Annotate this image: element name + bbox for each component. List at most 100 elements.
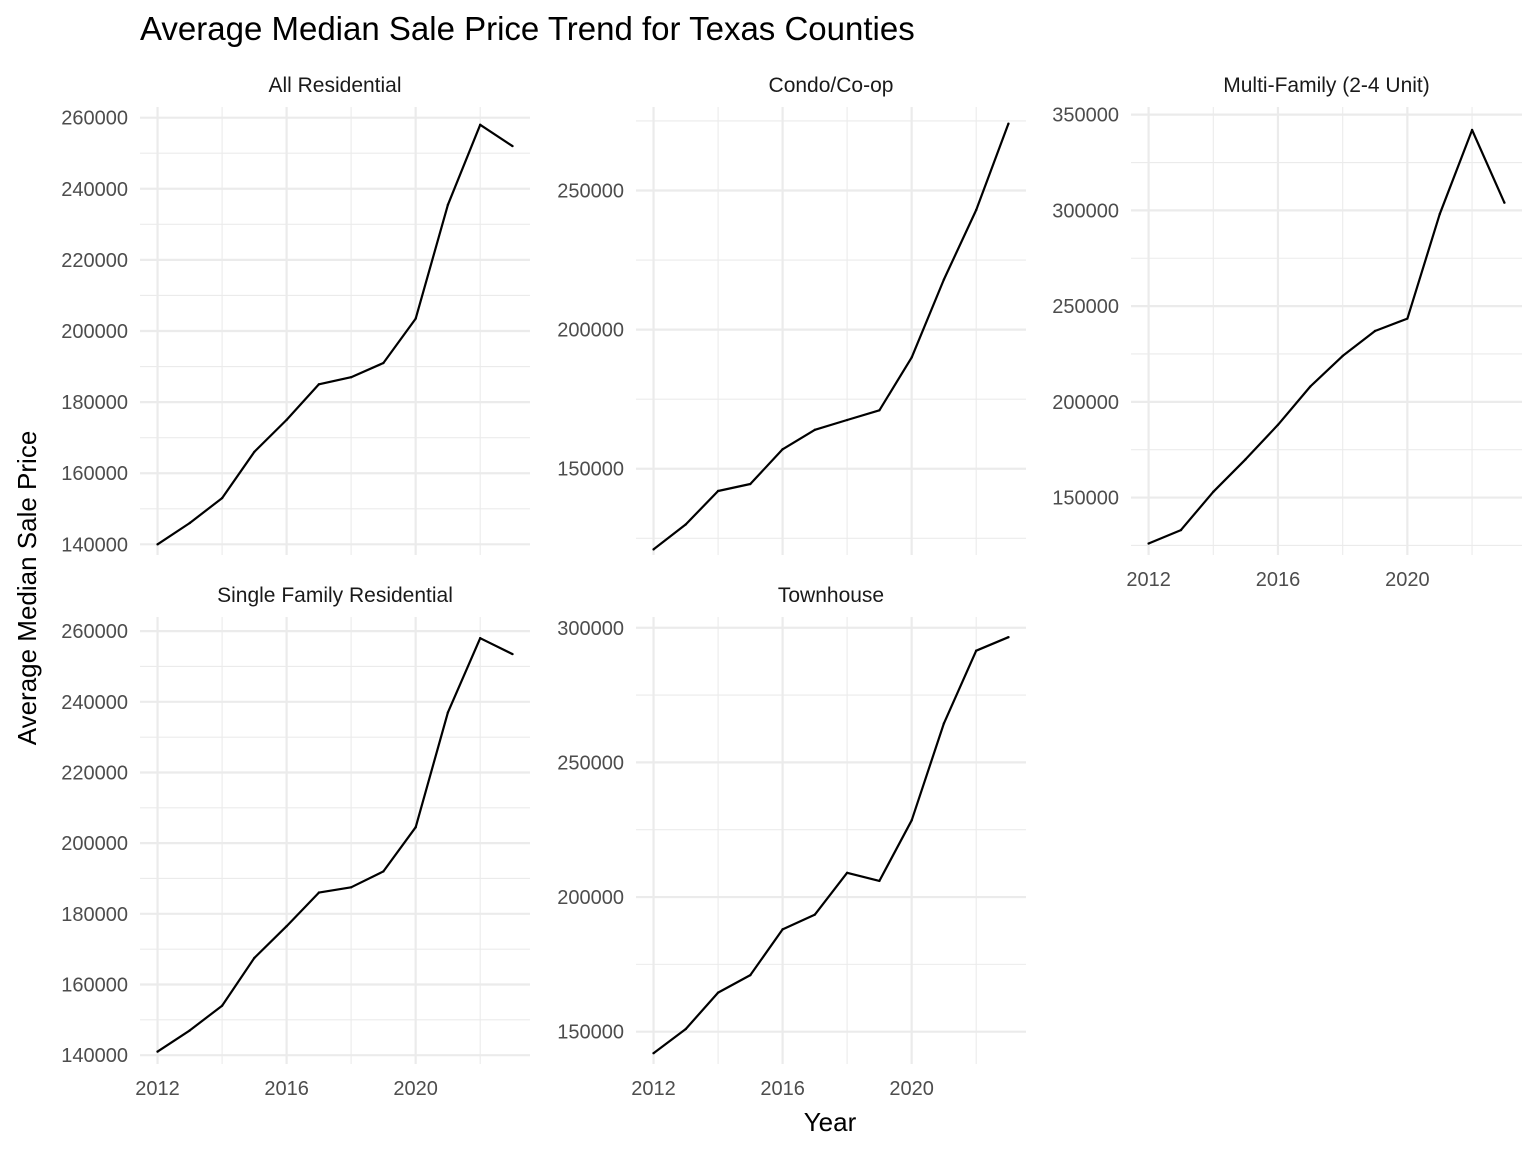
data-point: [813, 913, 817, 916]
data-point: [1147, 542, 1150, 545]
panel-title: Townhouse: [778, 584, 884, 607]
x-tick-label: 2016: [264, 1078, 309, 1100]
panel: 140000 160000 180000 200000 220000 240000 2600…: [61, 584, 530, 1100]
data-point: [749, 482, 752, 486]
x-tick-label: 2020: [889, 1078, 934, 1100]
data-point: [974, 208, 978, 212]
data-point: [188, 1029, 192, 1032]
data-point: [220, 1004, 224, 1007]
x-tick-label: 2020: [1385, 569, 1430, 591]
panel-title: All Residential: [268, 74, 401, 97]
y-tick-label: 260000: [61, 108, 128, 130]
data-point: [478, 123, 482, 126]
data-point: [285, 418, 288, 422]
panels-group: 140000 160000 180000 200000 220000 240000 2600…: [61, 74, 1522, 1100]
series-line: [652, 123, 1010, 551]
data-point: [511, 144, 514, 148]
panel: 140000 160000 180000 200000 220000 240000 2600…: [61, 74, 530, 556]
data-point: [414, 826, 417, 829]
data-point: [684, 523, 688, 526]
data-point: [1503, 201, 1506, 204]
data-point: [845, 871, 849, 875]
series-line: [1148, 128, 1506, 545]
data-point: [974, 649, 978, 652]
data-point: [1276, 423, 1280, 427]
data-point: [845, 418, 849, 422]
chart-title: Average Median Sale Price Trend for Texa…: [140, 10, 915, 47]
x-tick-label: 2020: [393, 1078, 438, 1100]
data-point: [1470, 128, 1474, 132]
y-tick-label: 350000: [1052, 105, 1119, 127]
y-tick-label: 260000: [61, 621, 128, 643]
data-point: [253, 956, 256, 960]
data-point: [446, 203, 450, 206]
data-point: [878, 409, 881, 412]
data-point: [749, 973, 752, 977]
data-point: [942, 278, 946, 281]
data-point: [1007, 122, 1010, 125]
y-tick-label: 180000: [61, 392, 128, 414]
data-point: [414, 317, 417, 320]
y-tick-label: 220000: [61, 250, 128, 272]
data-point: [942, 722, 946, 725]
y-tick-label: 240000: [61, 179, 128, 201]
y-tick-label: 250000: [557, 752, 624, 774]
data-point: [253, 450, 256, 454]
y-tick-label: 200000: [557, 320, 624, 342]
data-point: [910, 356, 913, 359]
y-tick-label: 250000: [557, 180, 624, 202]
data-point: [349, 376, 353, 379]
data-point: [716, 489, 720, 493]
y-tick-label: 150000: [557, 1022, 624, 1044]
panel-title: Single Family Residential: [217, 584, 453, 607]
series-line: [156, 637, 513, 1053]
panel: 150000 200000 250000 Condo/Co-op: [557, 74, 1026, 555]
x-tick-label: 2016: [1256, 569, 1301, 591]
data-point: [382, 361, 385, 365]
y-tick-label: 180000: [61, 904, 128, 926]
y-tick-label: 160000: [61, 974, 128, 996]
y-tick-label: 300000: [557, 618, 624, 640]
data-point: [716, 991, 720, 994]
y-tick-label: 160000: [61, 463, 128, 485]
series-line: [652, 636, 1009, 1055]
data-point: [1212, 490, 1215, 494]
y-tick-label: 140000: [61, 534, 128, 556]
data-point: [878, 879, 881, 883]
y-tick-label: 150000: [1052, 488, 1119, 510]
data-point: [1406, 317, 1409, 320]
x-tick-label: 2012: [135, 1078, 180, 1100]
y-tick-label: 300000: [1052, 200, 1119, 222]
panel: 150000 200000 250000 300000 2012 2016 2020 Town…: [557, 584, 1026, 1100]
data-point: [188, 521, 192, 525]
data-point: [382, 870, 385, 873]
data-point: [1309, 385, 1312, 388]
data-point: [156, 543, 159, 546]
y-tick-label: 200000: [557, 887, 624, 909]
data-point: [285, 924, 288, 928]
data-point: [1438, 213, 1441, 216]
data-point: [813, 428, 817, 431]
data-point: [1373, 329, 1377, 333]
data-point: [317, 891, 321, 894]
panel-title: Multi-Family (2-4 Unit): [1223, 74, 1430, 97]
y-tick-label: 150000: [557, 459, 624, 481]
data-point: [156, 1050, 159, 1053]
data-point: [446, 711, 450, 714]
y-tick-label: 140000: [61, 1045, 128, 1067]
data-point: [910, 819, 913, 822]
y-tick-label: 200000: [61, 833, 128, 855]
data-point: [652, 548, 655, 551]
y-tick-label: 250000: [1052, 296, 1119, 318]
data-point: [652, 1052, 655, 1055]
data-point: [781, 928, 784, 931]
x-tick-label: 2012: [1126, 569, 1171, 591]
data-point: [511, 652, 514, 656]
data-point: [1341, 354, 1344, 358]
data-point: [781, 448, 784, 451]
data-point: [1179, 528, 1183, 532]
data-point: [220, 496, 224, 500]
y-axis-title: Average Median Sale Price: [12, 431, 42, 746]
panel: 150000 200000 250000 300000 350000 2012 2016 20…: [1052, 74, 1522, 591]
